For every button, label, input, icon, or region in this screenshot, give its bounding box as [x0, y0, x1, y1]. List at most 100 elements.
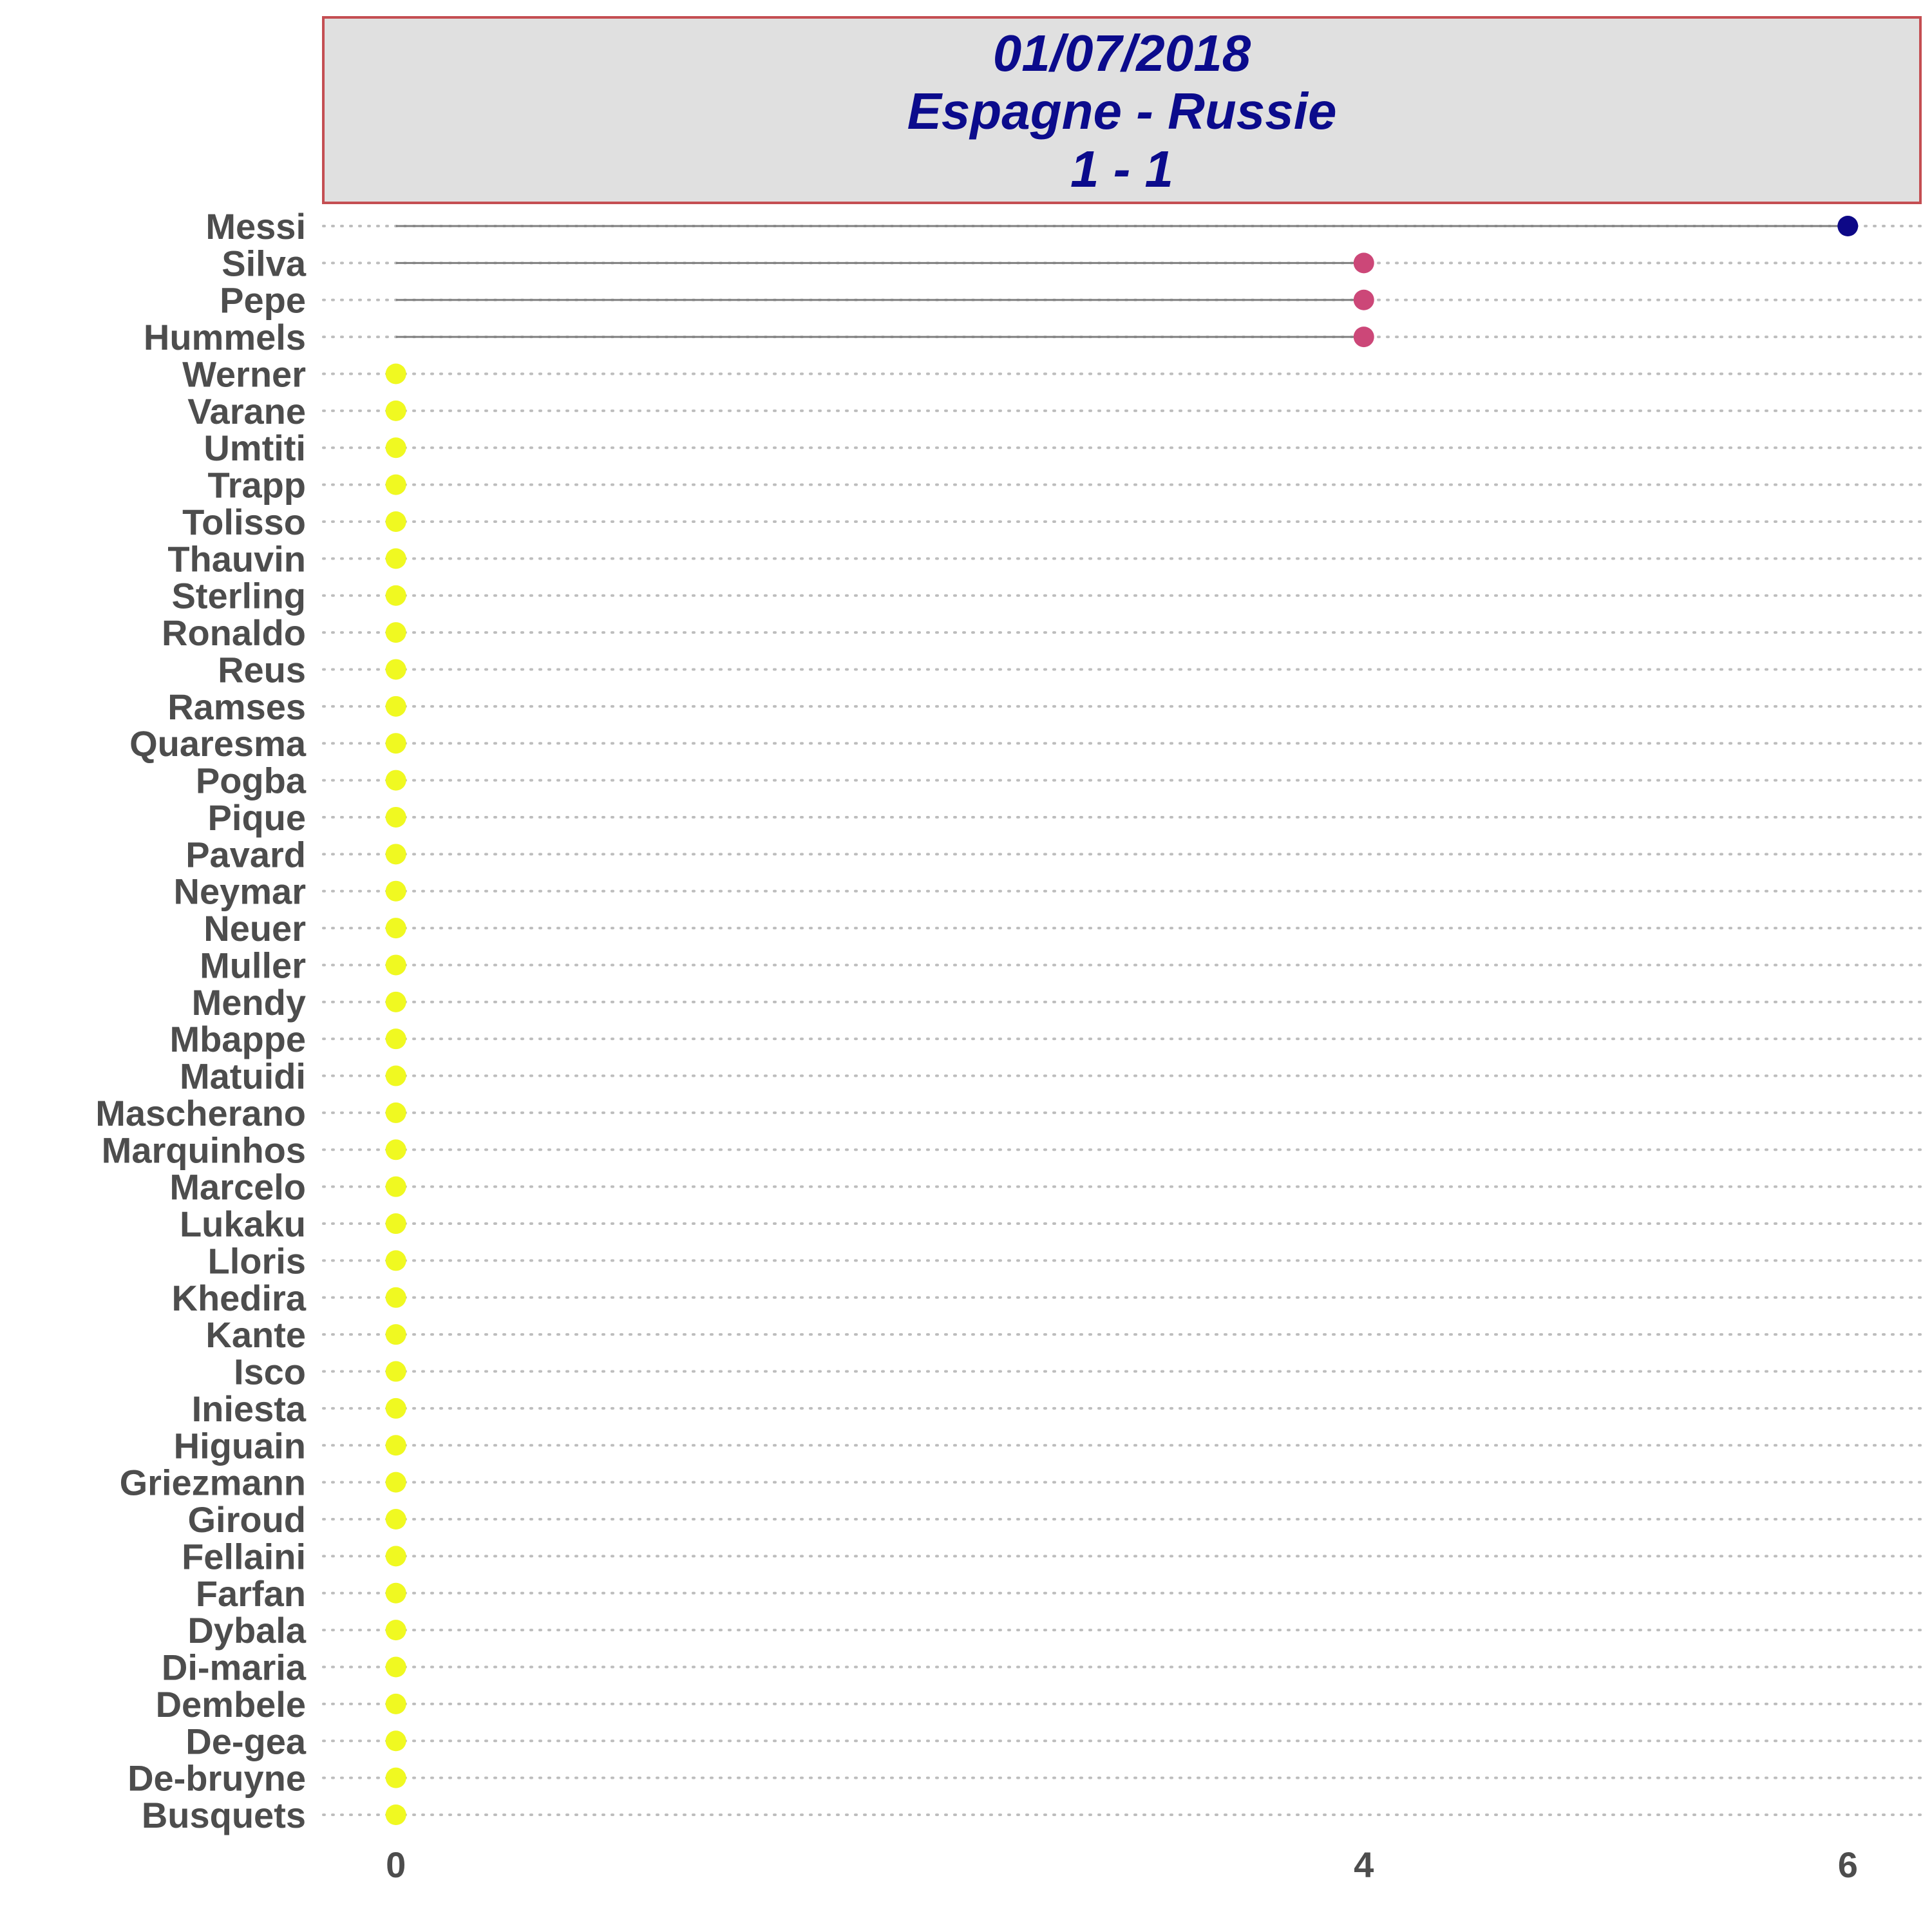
- y-tick-label: Di-maria: [162, 1647, 307, 1688]
- y-tick-label: Dybala: [187, 1610, 306, 1651]
- data-point: [385, 1287, 406, 1308]
- data-point: [385, 511, 406, 532]
- y-tick-label: Messi: [205, 206, 306, 247]
- y-tick-label: Trapp: [208, 465, 306, 506]
- data-point: [385, 806, 406, 828]
- x-axis-labels: 0 4 6: [386, 1844, 1858, 1885]
- y-tick-label: Ronaldo: [162, 612, 306, 653]
- data-point: [385, 954, 406, 976]
- y-tick-label: Khedira: [172, 1278, 307, 1318]
- data-point: [385, 548, 406, 569]
- data-point: [385, 1804, 406, 1825]
- data-point: [385, 1730, 406, 1752]
- data-point: [385, 1028, 406, 1050]
- y-tick-label: Iniesta: [192, 1388, 307, 1429]
- y-tick-label: Ramses: [167, 687, 306, 727]
- y-tick-label: Neuer: [204, 908, 306, 949]
- y-tick-label: Mascherano: [95, 1093, 306, 1133]
- y-tick-label: Mbappe: [169, 1019, 306, 1059]
- data-point: [385, 1361, 406, 1382]
- y-tick-label: Muller: [200, 945, 306, 985]
- y-tick-label: Farfan: [196, 1573, 306, 1614]
- y-tick-label: Matuidi: [180, 1056, 306, 1097]
- y-tick-label: Hummels: [144, 317, 306, 357]
- y-axis-labels: MessiSilvaPepeHummelsWernerVaraneUmtitiT…: [95, 206, 307, 1835]
- y-tick-label: Isco: [234, 1352, 306, 1392]
- data-point: [385, 1509, 406, 1530]
- y-tick-label: Marquinhos: [102, 1130, 306, 1170]
- data-point: [1353, 327, 1374, 348]
- title-box: 01/07/2018 Espagne - Russie 1 - 1: [322, 16, 1922, 204]
- data-point: [385, 1435, 406, 1456]
- gridlines: [322, 225, 1922, 1816]
- data-point: [385, 696, 406, 717]
- data-point: [385, 844, 406, 865]
- y-tick-label: Busquets: [142, 1795, 306, 1835]
- data-point: [385, 918, 406, 939]
- data-point: [385, 1213, 406, 1235]
- data-point: [385, 1250, 406, 1271]
- y-tick-label: Dembele: [156, 1684, 306, 1725]
- data-point: [385, 1139, 406, 1160]
- data-point: [385, 659, 406, 680]
- data-point: [385, 1767, 406, 1788]
- data-point: [385, 733, 406, 754]
- y-tick-label: Neymar: [174, 871, 306, 912]
- y-tick-label: Quaresma: [129, 723, 307, 764]
- data-point: [385, 991, 406, 1012]
- title-background: [322, 16, 1922, 204]
- y-tick-label: Pepe: [220, 280, 306, 321]
- title-score: 1 - 1: [1070, 140, 1173, 198]
- y-tick-label: Reus: [218, 649, 306, 690]
- y-tick-label: Pavard: [185, 834, 306, 875]
- title-date: 01/07/2018: [993, 24, 1251, 82]
- data-point: [385, 1546, 406, 1567]
- data-point: [385, 1656, 406, 1678]
- title-match: Espagne - Russie: [907, 82, 1337, 140]
- data-point: [385, 1693, 406, 1714]
- data-point: [385, 1472, 406, 1493]
- y-tick-label: Sterling: [172, 576, 306, 616]
- data-point: [385, 770, 406, 791]
- data-point: [385, 1065, 406, 1086]
- x-tick-label: 6: [1838, 1844, 1858, 1885]
- data-point: [385, 1176, 406, 1197]
- data-point: [385, 1102, 406, 1123]
- y-tick-label: Pique: [208, 797, 306, 838]
- stems: [395, 225, 1848, 338]
- y-tick-label: Mendy: [192, 982, 306, 1023]
- y-tick-label: Thauvin: [167, 538, 306, 579]
- y-tick-label: De-bruyne: [128, 1758, 306, 1799]
- data-point: [1353, 252, 1374, 274]
- y-tick-label: Giroud: [187, 1499, 306, 1540]
- x-tick-label: 0: [386, 1844, 406, 1885]
- y-tick-label: Marcelo: [169, 1167, 306, 1208]
- y-tick-label: Lloris: [208, 1240, 306, 1281]
- data-point: [385, 474, 406, 495]
- y-tick-label: Fellaini: [182, 1536, 306, 1577]
- data-point: [385, 585, 406, 606]
- y-tick-label: Kante: [205, 1314, 306, 1355]
- data-point: [385, 363, 406, 384]
- y-tick-label: Werner: [182, 354, 306, 394]
- data-point: [385, 400, 406, 421]
- data-point: [385, 1324, 406, 1345]
- x-tick-label: 4: [1354, 1844, 1374, 1885]
- data-point: [385, 622, 406, 643]
- data-point: [1353, 289, 1374, 310]
- y-tick-label: Silva: [222, 243, 307, 283]
- y-tick-label: Griezmann: [120, 1463, 306, 1503]
- data-point: [385, 1620, 406, 1641]
- data-point: [385, 880, 406, 902]
- y-tick-label: Lukaku: [180, 1204, 306, 1244]
- data-point: [1837, 216, 1859, 236]
- data-point: [385, 1582, 406, 1604]
- y-tick-label: Tolisso: [182, 502, 306, 542]
- y-tick-label: Higuain: [174, 1425, 306, 1466]
- points: [385, 216, 1859, 1825]
- y-tick-label: Umtiti: [204, 428, 306, 468]
- data-point: [385, 1397, 406, 1419]
- y-tick-label: Pogba: [196, 761, 307, 801]
- data-point: [385, 437, 406, 459]
